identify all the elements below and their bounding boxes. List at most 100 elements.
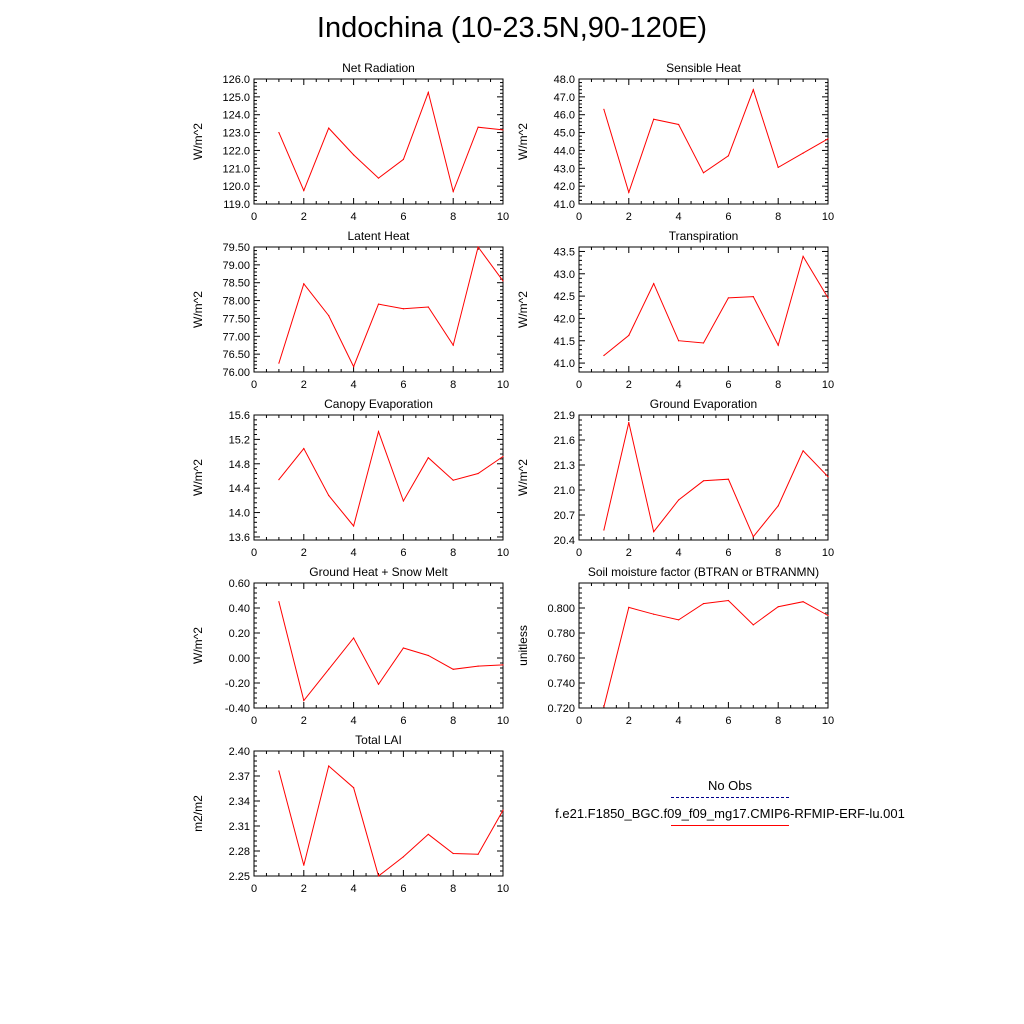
data-point — [452, 190, 454, 193]
data-point — [328, 314, 330, 317]
y-axis-label: W/m^2 — [516, 459, 530, 496]
y-tick-label: 46.0 — [554, 110, 575, 122]
data-point — [477, 472, 479, 475]
data-point — [477, 853, 479, 855]
x-tick-label: 10 — [497, 211, 509, 223]
data-point — [452, 344, 454, 346]
data-point — [402, 856, 404, 858]
y-tick-label: 13.6 — [229, 532, 250, 544]
chart-panel-7: Ground Heat + Snow Melt 0 2 4 6 8 10 0.60 0.40 0.… — [191, 565, 509, 727]
x-tick-label: 4 — [351, 547, 357, 559]
chart-panel-5: Canopy Evaporation 0 2 4 6 8 10 15.6 15.2 14.8 14.… — [191, 397, 509, 559]
y-axis-label: unitless — [516, 625, 530, 666]
data-point — [328, 494, 330, 497]
plot-frame — [253, 582, 504, 709]
y-tick-label: 121.0 — [222, 163, 250, 175]
x-tick-label: 8 — [775, 547, 781, 559]
data-point — [603, 354, 605, 357]
data-point — [802, 255, 804, 257]
x-tick-label: 2 — [301, 883, 307, 895]
y-axis-label: W/m^2 — [191, 459, 205, 496]
y-tick-label: 76.00 — [222, 367, 250, 379]
y-tick-label: 126.0 — [222, 74, 250, 86]
legend: No Obs f.e21.F1850_BGC.f09_f09_mg17.CMIP… — [520, 778, 940, 834]
data-point — [603, 529, 605, 531]
y-tick-label: 21.9 — [554, 410, 575, 422]
figure-title: Indochina (10-23.5N,90-120E) — [316, 12, 708, 44]
y-tick-label: 14.8 — [229, 459, 250, 471]
y-axis-label: W/m^2 — [191, 627, 205, 664]
chart-panel-9: Total LAI 0 2 4 6 8 10 2.40 2.37 2.34 2.31 2.28 2.25… — [191, 733, 509, 895]
x-tick-label: 10 — [497, 379, 509, 391]
y-tick-label: 79.00 — [222, 260, 250, 272]
series-line — [603, 255, 829, 356]
x-tick-label: 0 — [576, 547, 582, 559]
y-tick-label: 15.2 — [229, 434, 250, 446]
series-line — [603, 88, 829, 195]
x-tick-label: 2 — [301, 547, 307, 559]
y-tick-label: 14.0 — [229, 508, 250, 520]
data-point — [303, 190, 305, 192]
x-tick-label: 8 — [450, 379, 456, 391]
x-tick-label: 0 — [251, 715, 257, 727]
panel-title: Soil moisture factor (BTRAN or BTRANMN) — [588, 565, 819, 579]
data-point — [752, 89, 754, 91]
y-tick-label: 2.40 — [229, 746, 250, 758]
x-tick-label: 8 — [775, 379, 781, 391]
chart-panel-1: Net Radiation 0 2 4 6 8 10 126.0 125.0 124.0 123.0… — [191, 61, 509, 223]
data-point — [727, 297, 730, 299]
data-point — [353, 525, 355, 527]
data-point — [427, 457, 429, 459]
data-point — [653, 118, 655, 120]
y-tick-label: 2.31 — [229, 821, 250, 833]
y-tick-label: 77.00 — [222, 331, 250, 343]
y-tick-label: -0.20 — [225, 678, 250, 690]
x-tick-label: 8 — [775, 211, 781, 223]
data-point — [628, 334, 630, 336]
y-tick-label: 42.0 — [554, 181, 575, 193]
y-tick-label: 21.3 — [554, 460, 575, 472]
y-tick-label: 20.7 — [554, 510, 575, 522]
data-point — [303, 447, 305, 450]
data-point — [502, 809, 504, 811]
y-tick-label: 0.780 — [547, 628, 575, 640]
data-point — [827, 614, 829, 617]
panel-title: Latent Heat — [347, 229, 410, 243]
y-tick-label: 15.6 — [229, 410, 250, 422]
data-point — [752, 536, 754, 538]
data-point — [278, 131, 280, 134]
x-tick-label: 8 — [450, 715, 456, 727]
x-tick-label: 2 — [301, 715, 307, 727]
y-axis-label: W/m^2 — [516, 291, 530, 328]
x-tick-label: 10 — [822, 715, 834, 727]
y-tick-label: 43.5 — [554, 246, 575, 258]
data-point — [678, 340, 680, 342]
x-tick-label: 8 — [775, 715, 781, 727]
data-point — [303, 864, 305, 866]
plot-frame — [253, 414, 504, 541]
series-line — [278, 601, 504, 702]
series-line — [278, 245, 504, 368]
x-tick-label: 0 — [251, 211, 257, 223]
data-point — [827, 297, 829, 299]
x-tick-label: 4 — [676, 211, 682, 223]
data-point — [452, 668, 454, 670]
data-point — [278, 479, 280, 481]
data-point — [402, 647, 404, 649]
y-tick-label: 76.50 — [222, 349, 250, 361]
y-tick-label: 2.28 — [229, 846, 250, 858]
y-tick-label: 42.5 — [554, 291, 575, 303]
x-tick-label: 4 — [351, 715, 357, 727]
y-axis-label: W/m^2 — [191, 291, 205, 328]
y-tick-label: 2.34 — [229, 796, 250, 808]
panel-title: Ground Heat + Snow Melt — [309, 565, 448, 579]
y-tick-label: 0.00 — [229, 653, 250, 665]
data-point — [502, 129, 504, 131]
x-tick-label: 10 — [822, 379, 834, 391]
data-point — [278, 770, 280, 772]
x-tick-label: 6 — [400, 547, 406, 559]
data-point — [353, 637, 355, 639]
y-tick-label: 0.740 — [547, 678, 575, 690]
data-point — [702, 172, 705, 174]
panel-title: Canopy Evaporation — [324, 397, 433, 411]
